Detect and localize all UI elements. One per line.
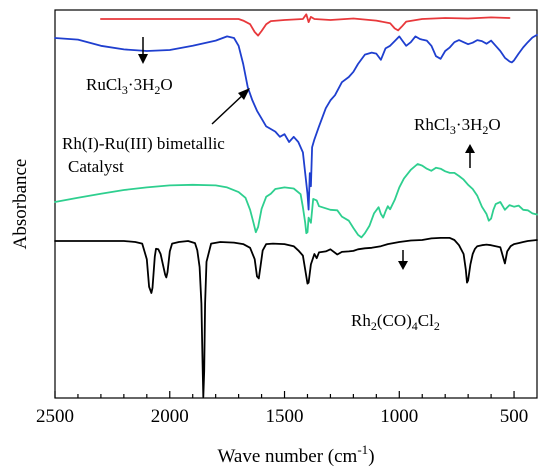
x-tick-label: 2000 xyxy=(151,406,189,427)
x-tick-label: 1000 xyxy=(380,406,418,427)
rh-arrow-head xyxy=(465,144,475,153)
ru-arrow-head xyxy=(138,54,148,64)
spectra-series-group xyxy=(54,13,538,398)
spectrum-line-2 xyxy=(54,34,538,211)
x-tick-label: 2500 xyxy=(36,406,74,427)
annotation-rh2co4cl2: Rh2(CO)4Cl2 xyxy=(351,311,440,333)
annotation-rhcl3: RhCl3·3H2O xyxy=(414,115,501,137)
x-tick-label: 500 xyxy=(500,406,529,427)
y-axis-title: Absorbance xyxy=(10,159,31,250)
x-tick-label: 1500 xyxy=(266,406,304,427)
spectrum-line-3 xyxy=(54,163,538,239)
plot-frame xyxy=(54,9,538,399)
annotation-catalyst-line1: Rh(I)-Ru(III) bimetallic xyxy=(62,134,225,153)
x-axis-title: Wave number (cm-1) xyxy=(217,442,374,467)
catalyst-arrow-head xyxy=(238,88,250,100)
catalyst-arrow-shaft xyxy=(211,92,246,125)
rhco-arrow-head xyxy=(398,261,408,270)
annotation-rucl3: RuCl3·3H2O xyxy=(86,75,173,97)
x-ticks-group: 2500 2000 1500 1000 500 xyxy=(36,391,528,427)
annotation-catalyst-line2: Catalyst xyxy=(68,157,124,176)
spectrum-line-4 xyxy=(54,237,538,398)
spectrum-line-1 xyxy=(100,13,511,37)
